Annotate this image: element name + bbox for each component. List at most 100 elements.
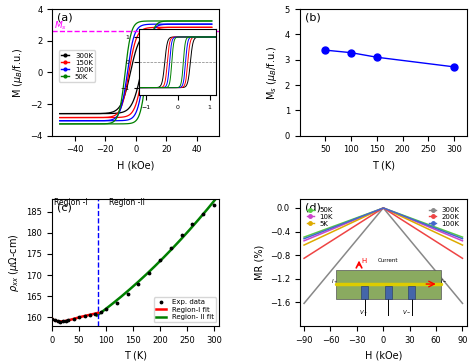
- X-axis label: T (K): T (K): [124, 350, 147, 360]
- Text: (b): (b): [305, 13, 320, 23]
- Region-I fit: [78, 314, 84, 319]
- Line: 100K: 100K: [304, 208, 463, 239]
- Exp. data: [52, 318, 58, 323]
- 300K: [380, 206, 386, 210]
- Region-I fit: [55, 319, 61, 323]
- Exp. data: [71, 317, 77, 321]
- Exp. data: [125, 292, 130, 296]
- 100K: [421, 221, 427, 226]
- Line: Region- II fit: Region- II fit: [97, 198, 217, 316]
- Text: Region -I: Region -I: [54, 198, 87, 207]
- Line: 200K: 200K: [304, 208, 463, 258]
- Exp. data: [55, 319, 60, 323]
- Exp. data: [60, 319, 66, 324]
- 10K: [395, 212, 401, 216]
- 50K: [342, 220, 347, 224]
- 5K: [380, 206, 386, 210]
- Line: 50K: 50K: [304, 208, 463, 237]
- Exp. data: [136, 282, 141, 286]
- Text: (d): (d): [305, 203, 320, 213]
- Exp. data: [168, 245, 173, 250]
- 50K: [329, 225, 335, 229]
- 50K: [395, 211, 401, 215]
- 50K: [421, 221, 427, 225]
- 5K: [395, 213, 401, 217]
- 300K: [421, 254, 427, 259]
- 100K: [460, 237, 465, 241]
- Region-I fit: [83, 313, 89, 318]
- Region-I fit: [68, 318, 73, 322]
- Line: Region-I fit: Region-I fit: [52, 313, 98, 321]
- 300K: [407, 238, 413, 242]
- 50K: [301, 235, 307, 239]
- 5K: [329, 230, 335, 234]
- 300K: [460, 301, 465, 305]
- 10K: [380, 206, 386, 210]
- 50K: [407, 215, 413, 220]
- 300K: [395, 223, 401, 228]
- Region- II fit: [133, 282, 139, 286]
- 10K: [421, 222, 427, 227]
- 10K: [329, 227, 335, 232]
- Region- II fit: [181, 234, 186, 239]
- 10K: [373, 209, 379, 213]
- Region- II fit: [109, 302, 114, 307]
- 100K: [380, 206, 386, 210]
- Line: 10K: 10K: [304, 208, 463, 241]
- 5K: [460, 243, 465, 247]
- 200K: [395, 215, 401, 219]
- Exp. data: [103, 307, 109, 311]
- Exp. data: [190, 221, 195, 226]
- Legend: 300K, 150K, 100K, 50K: 300K, 150K, 100K, 50K: [59, 51, 95, 82]
- 10K: [460, 239, 465, 243]
- Exp. data: [87, 313, 93, 317]
- 100K: [373, 209, 379, 213]
- Region-I fit: [95, 310, 101, 315]
- 5K: [301, 243, 307, 247]
- 5K: [342, 224, 347, 228]
- Text: Region -II: Region -II: [109, 198, 145, 207]
- 10K: [342, 222, 347, 226]
- Region-I fit: [82, 314, 88, 318]
- 100K: [301, 237, 307, 241]
- Exp. data: [76, 315, 82, 320]
- 5K: [407, 218, 413, 223]
- Exp. data: [146, 271, 152, 275]
- 200K: [329, 238, 335, 243]
- Region- II fit: [94, 313, 100, 318]
- 50K: [460, 235, 465, 239]
- Text: $M_s$: $M_s$: [54, 20, 67, 32]
- 100K: [395, 211, 401, 216]
- Region-I fit: [49, 317, 55, 321]
- Exp. data: [92, 311, 98, 316]
- Exp. data: [157, 258, 163, 262]
- 200K: [407, 223, 413, 227]
- 200K: [380, 206, 386, 210]
- 300K: [301, 301, 307, 305]
- Legend: 300K, 200K, 100K: 300K, 200K, 100K: [427, 205, 462, 229]
- 10K: [407, 217, 413, 221]
- 200K: [421, 232, 427, 236]
- Line: Exp. data: Exp. data: [50, 203, 217, 324]
- 10K: [301, 239, 307, 243]
- Exp. data: [211, 203, 217, 207]
- 50K: [373, 209, 379, 213]
- 100K: [329, 226, 335, 230]
- 100K: [407, 216, 413, 221]
- Region-I fit: [64, 318, 70, 323]
- Text: (c): (c): [57, 203, 72, 213]
- Region- II fit: [181, 234, 187, 238]
- Y-axis label: MR (%): MR (%): [254, 245, 264, 280]
- 50K: [380, 206, 386, 210]
- Region- II fit: [169, 246, 175, 251]
- Line: 5K: 5K: [304, 208, 463, 245]
- 200K: [460, 256, 465, 261]
- Exp. data: [65, 318, 71, 323]
- Region- II fit: [214, 195, 219, 200]
- Y-axis label: M$_s$ ($\mu_B$/f.u.): M$_s$ ($\mu_B$/f.u.): [265, 45, 279, 100]
- X-axis label: T (K): T (K): [372, 160, 395, 170]
- 300K: [373, 215, 379, 219]
- 300K: [342, 252, 347, 257]
- 300K: [329, 268, 335, 272]
- X-axis label: H (kOe): H (kOe): [365, 350, 402, 360]
